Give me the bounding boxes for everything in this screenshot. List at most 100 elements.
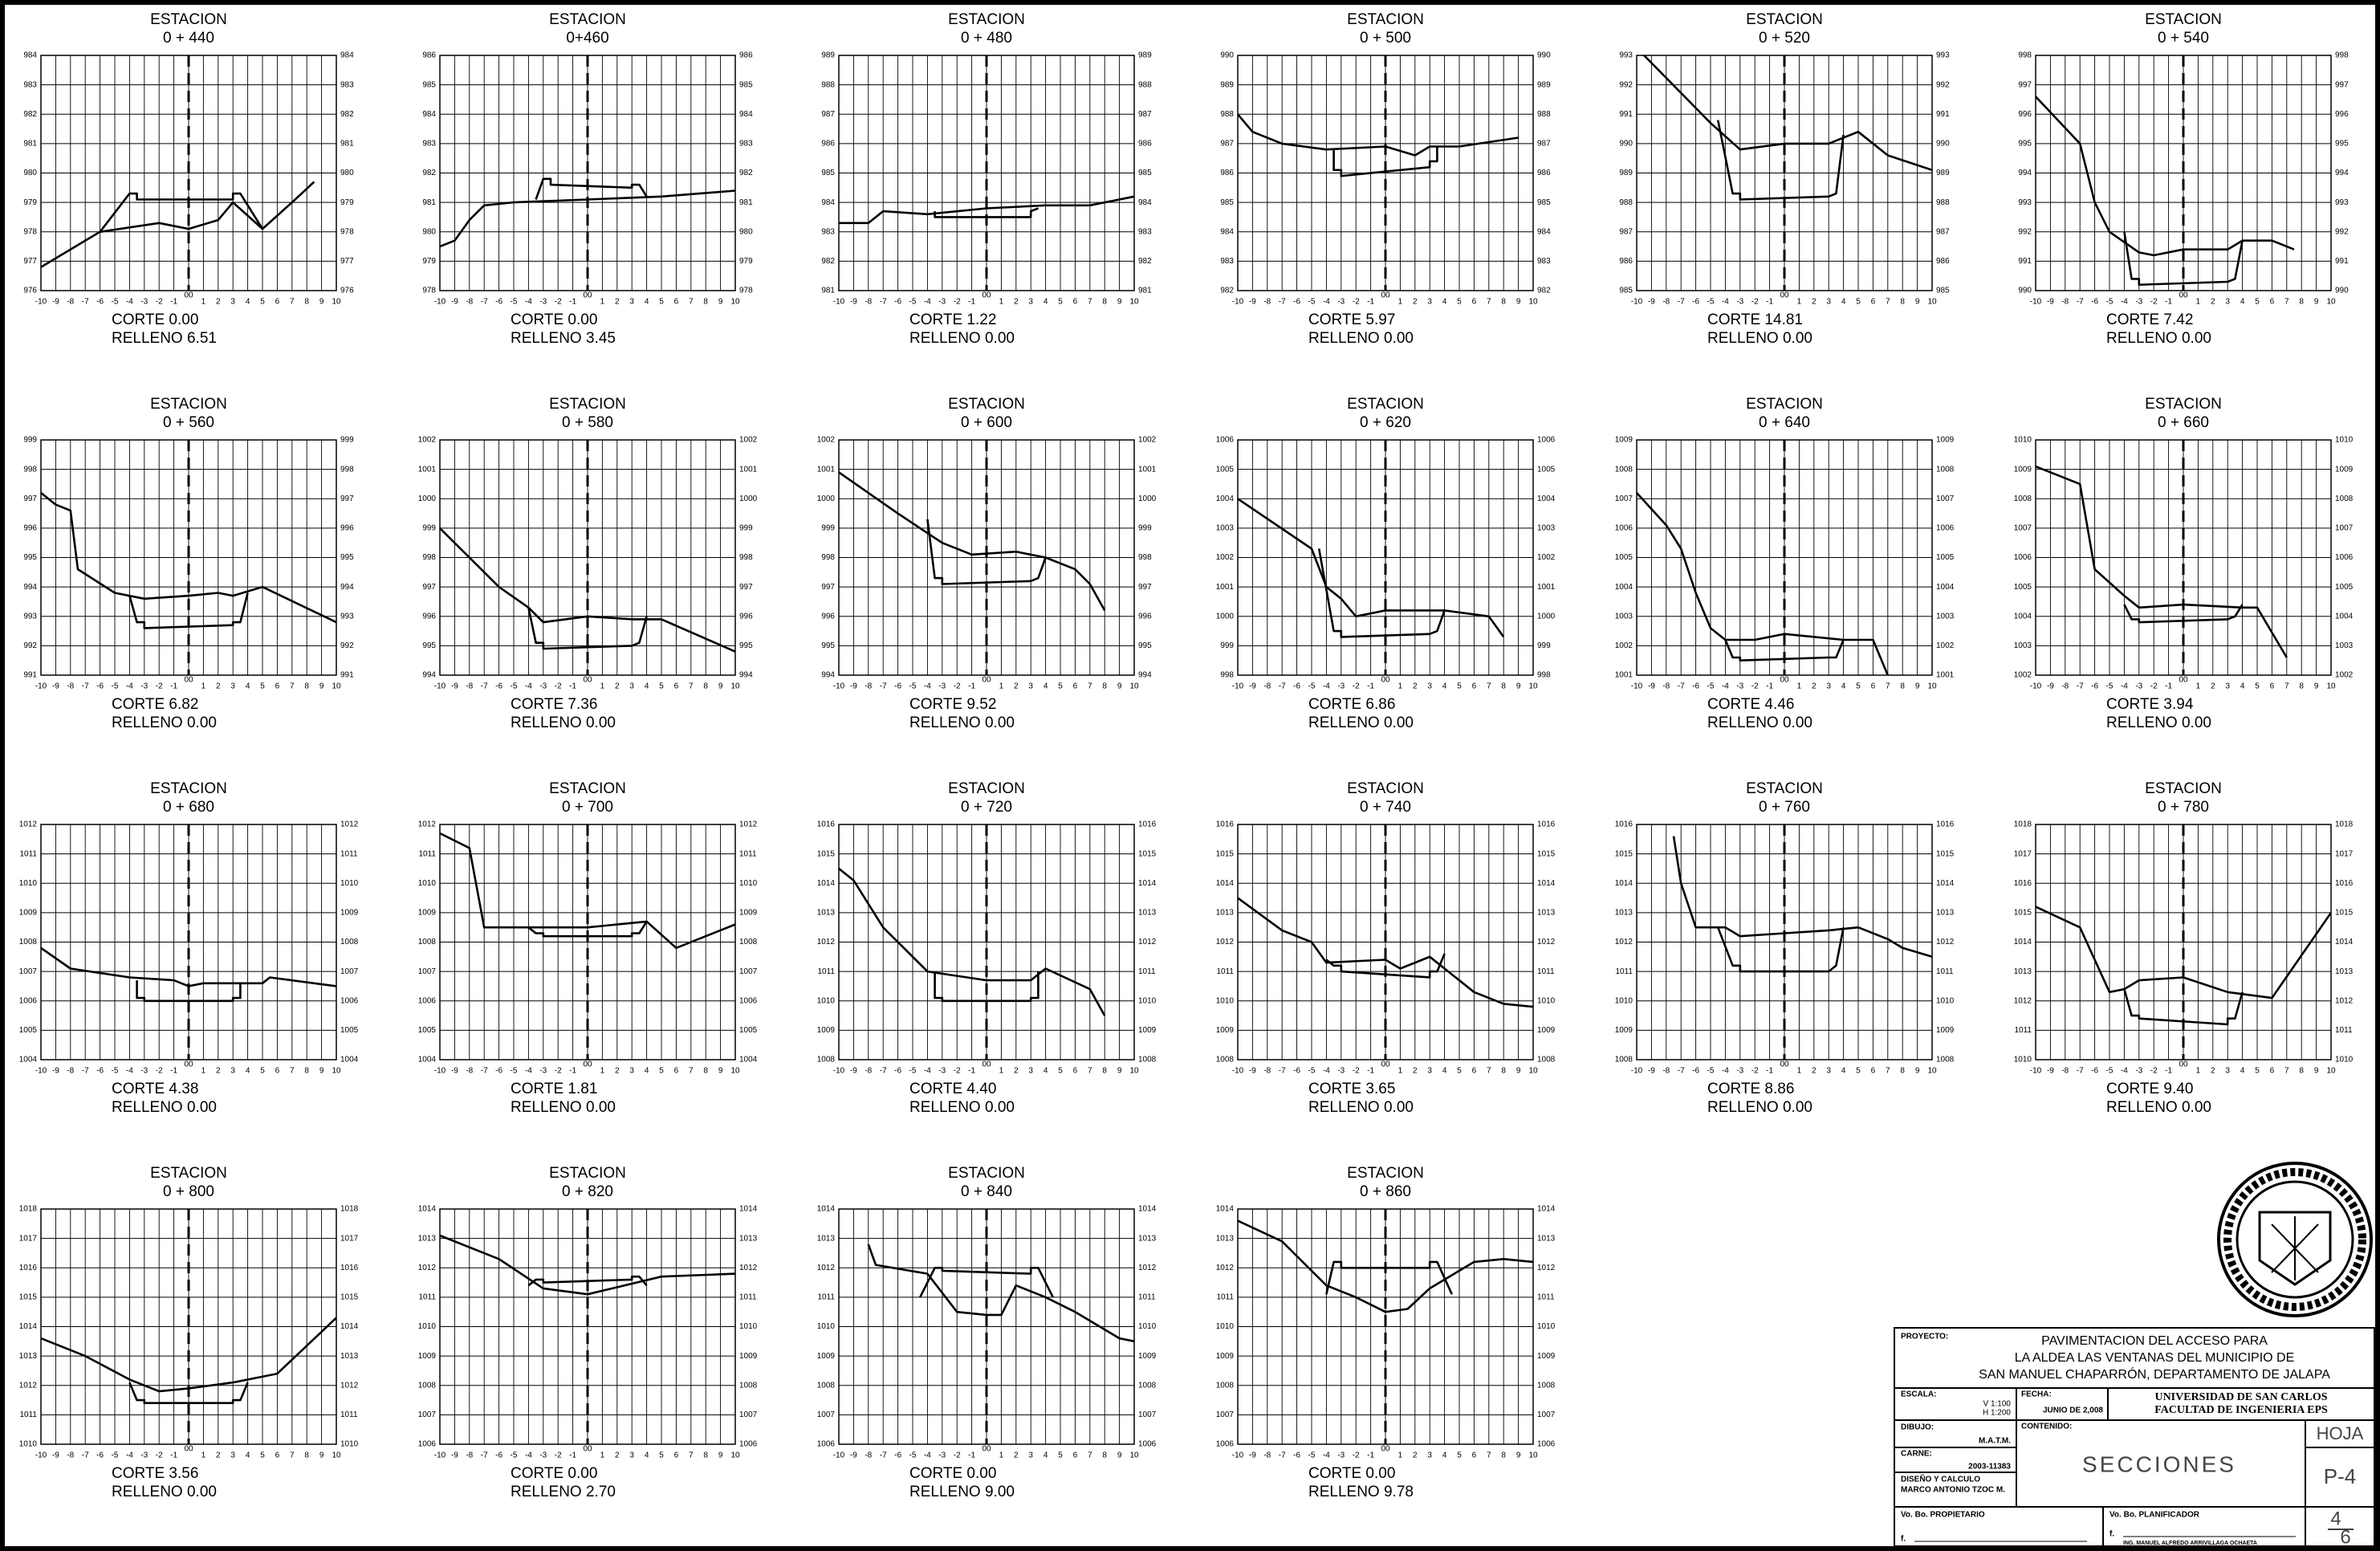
y-tick-label: 1010 <box>2335 436 2354 445</box>
x-tick-label: 2 <box>615 1067 620 1076</box>
x-tick-label: 8 <box>2299 682 2304 691</box>
y-tick-label: 990 <box>1619 140 1633 149</box>
x-tick-label: 3 <box>230 1451 235 1460</box>
x-tick-label: -10 <box>1232 1451 1244 1460</box>
annotation: RELLENO 0.00 <box>2106 330 2211 347</box>
y-tick-label: 983 <box>1138 227 1152 236</box>
x-tick-label: 6 <box>1871 682 1876 691</box>
x-tick-label: 5 <box>659 682 664 691</box>
section-line <box>1637 493 1888 675</box>
x-tick-label: 3 <box>629 682 634 691</box>
x-tick-label: -6 <box>1692 682 1699 691</box>
y-tick-label: 990 <box>2335 287 2349 295</box>
y-tick-label: 1018 <box>340 1205 359 1214</box>
x-tick-label: -6 <box>894 298 901 307</box>
annotation: CORTE 0.00 <box>1308 1465 1395 1482</box>
y-tick-label: 1010 <box>340 879 359 888</box>
x-tick-label: -7 <box>481 1451 488 1460</box>
y-tick-label: 1010 <box>19 1440 38 1449</box>
x-tick-label: 00 <box>583 1445 592 1454</box>
x-tick-label: 4 <box>645 1451 649 1460</box>
station-label: 0 + 580 <box>562 414 613 431</box>
y-tick-label: 1014 <box>817 1205 836 1214</box>
x-tick-label: 10 <box>332 682 341 691</box>
x-tick-label: 1 <box>1398 298 1403 307</box>
x-tick-label: 10 <box>730 1451 740 1460</box>
x-tick-label: 9 <box>1117 1451 1122 1460</box>
x-tick-label: 1 <box>2196 298 2201 307</box>
y-tick-label: 1011 <box>1138 967 1156 976</box>
y-tick-label: 990 <box>1537 51 1551 60</box>
y-tick-label: 1002 <box>1216 553 1235 562</box>
x-tick-label: -10 <box>35 682 47 691</box>
y-tick-label: 1015 <box>2335 909 2354 918</box>
x-tick-label: 6 <box>1073 1067 1078 1076</box>
y-tick-label: 991 <box>23 671 37 680</box>
y-tick-label: 999 <box>821 524 835 533</box>
x-tick-label: 10 <box>2326 1067 2336 1076</box>
y-tick-label: 1008 <box>19 938 38 946</box>
x-tick-label: 7 <box>1088 1067 1092 1076</box>
y-tick-label: 1012 <box>2014 996 2032 1005</box>
y-tick-label: 1001 <box>1138 465 1157 474</box>
x-tick-label: 5 <box>1457 1067 1462 1076</box>
y-tick-label: 1012 <box>817 1264 836 1272</box>
y-tick-label: 1014 <box>340 1322 359 1331</box>
x-tick-label: 2 <box>1413 682 1418 691</box>
x-tick-label: 3 <box>1826 298 1831 307</box>
cross-section-chart: ESTACION0+460-10-9-8-7-6-5-4-3-2-1001234… <box>422 11 753 347</box>
y-tick-label: 1018 <box>19 1205 38 1214</box>
y-tick-label: 1000 <box>817 495 836 503</box>
x-tick-label: 00 <box>2179 676 2188 685</box>
x-tick-label: -2 <box>954 1067 961 1076</box>
x-tick-label: -1 <box>1766 1067 1773 1076</box>
y-tick-label: 1010 <box>1615 996 1633 1005</box>
y-tick-label: 1008 <box>1615 465 1633 474</box>
x-tick-label: 5 <box>260 298 265 307</box>
y-tick-label: 1008 <box>418 938 437 946</box>
x-tick-label: 10 <box>730 682 740 691</box>
x-tick-label: 2 <box>1014 298 1019 307</box>
x-tick-label: -1 <box>968 1451 975 1460</box>
x-tick-label: -10 <box>434 298 446 307</box>
y-tick-label: 1006 <box>1138 1440 1157 1449</box>
y-tick-label: 1013 <box>1615 909 1633 918</box>
y-tick-label: 985 <box>821 169 835 177</box>
x-tick-label: 4 <box>645 298 649 307</box>
x-tick-label: 5 <box>1058 1451 1063 1460</box>
scale: V 1:100 <box>1983 1400 2012 1409</box>
x-tick-label: -2 <box>1353 1451 1360 1460</box>
y-tick-label: 998 <box>2018 51 2032 60</box>
y-tick-label: 986 <box>739 51 753 60</box>
y-tick-label: 1006 <box>1537 436 1556 445</box>
x-tick-label: -10 <box>35 1067 47 1076</box>
cross-section-chart: ESTACION0 + 720-10-9-8-7-6-5-4-3-2-10012… <box>817 780 1157 1116</box>
x-tick-label: -10 <box>2030 1067 2042 1076</box>
x-tick-label: 10 <box>1528 1067 1538 1076</box>
y-tick-label: 1009 <box>1936 1026 1955 1035</box>
y-tick-label: 993 <box>23 612 37 621</box>
x-tick-label: -8 <box>1662 1067 1670 1076</box>
y-tick-label: 1002 <box>418 436 437 445</box>
y-tick-label: 1000 <box>1216 612 1235 621</box>
x-tick-label: -3 <box>1736 1067 1743 1076</box>
y-tick-label: 991 <box>2018 257 2032 266</box>
y-tick-label: 993 <box>1619 51 1633 60</box>
y-tick-label: 991 <box>1619 110 1633 119</box>
x-tick-label: 10 <box>1927 1067 1937 1076</box>
y-tick-label: 1009 <box>2014 465 2032 474</box>
x-tick-label: 7 <box>1487 1067 1491 1076</box>
y-tick-label: 998 <box>1220 671 1234 680</box>
x-tick-label: -8 <box>67 1067 74 1076</box>
chart-title: ESTACION <box>549 396 626 413</box>
y-tick-label: 994 <box>23 583 37 592</box>
x-tick-label: 7 <box>689 682 694 691</box>
x-tick-label: 4 <box>1044 1451 1048 1460</box>
x-tick-label: 10 <box>2326 682 2336 691</box>
annotation: CORTE 6.82 <box>112 696 198 713</box>
y-tick-label: 1002 <box>1537 553 1556 562</box>
x-tick-label: 10 <box>2326 298 2336 307</box>
y-tick-label: 1010 <box>340 1440 359 1449</box>
x-tick-label: 2 <box>1413 1067 1418 1076</box>
x-tick-label: -4 <box>2121 682 2128 691</box>
